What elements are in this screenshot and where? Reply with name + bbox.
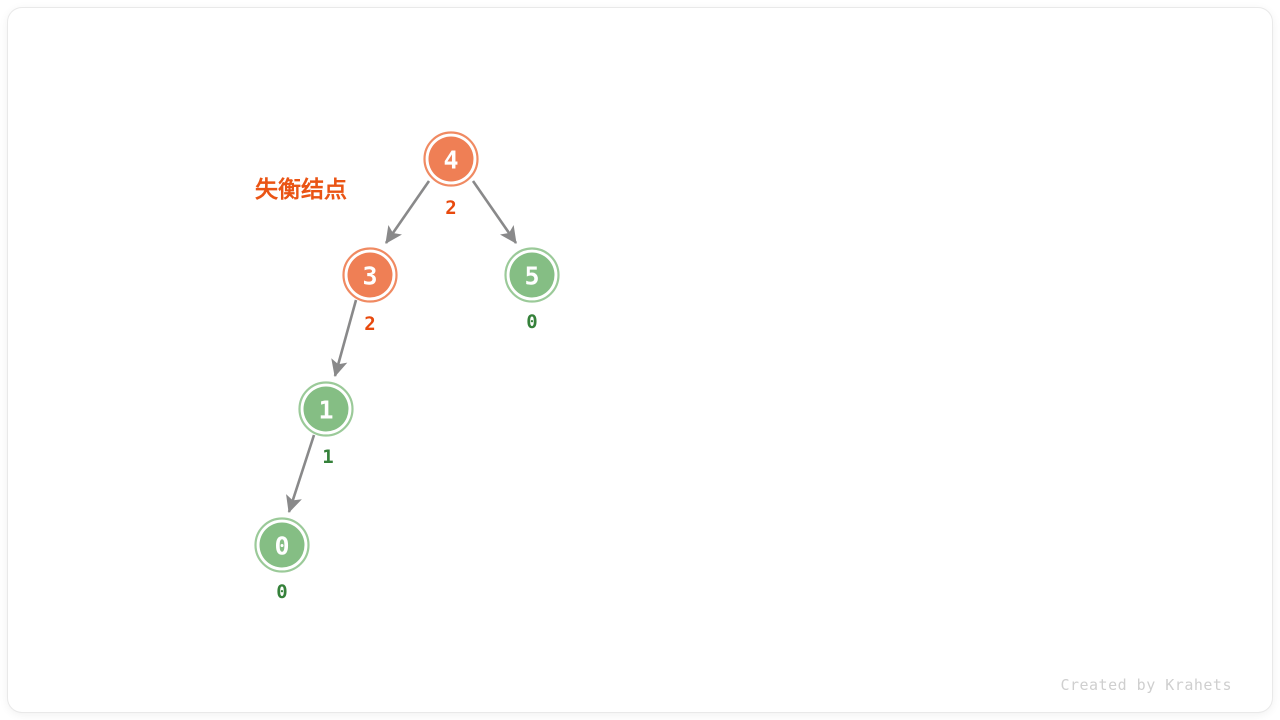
node-5-height-label: 0: [526, 311, 537, 333]
node-5-outer-ring: [504, 247, 560, 303]
node-1-circle: [303, 386, 349, 432]
node-0-height-label: 0: [276, 581, 287, 603]
node-4-height-label: 2: [445, 197, 456, 219]
node-4-outer-ring: [423, 131, 479, 187]
node-3-height-label: 2: [364, 313, 375, 335]
tree-edges: [286, 180, 518, 513]
unbalanced-node-annotation: 失衡结点: [255, 176, 347, 203]
tree-node-4[interactable]: 4 2: [423, 131, 479, 220]
node-4-value: 4: [443, 146, 458, 175]
edge-4-to-5: [471, 180, 518, 244]
node-1-value: 1: [318, 396, 333, 425]
diagram-card: 4 2 3 2 5 0 1 1 0 0: [8, 8, 1272, 712]
tree-node-0[interactable]: 0 0: [254, 517, 310, 604]
node-0-circle: [259, 522, 305, 568]
node-3-value: 3: [362, 262, 377, 291]
node-5-circle: [509, 252, 555, 298]
node-5-value: 5: [524, 262, 539, 291]
credit-label: Created by Krahets: [1060, 676, 1232, 694]
node-1-height-label: 1: [322, 446, 333, 468]
node-3-outer-ring: [342, 247, 398, 303]
edge-3-to-1: [331, 299, 358, 378]
node-4-circle: [428, 136, 474, 182]
edge-1-to-0: [286, 434, 316, 513]
node-3-circle: [347, 252, 393, 298]
edge-4-to-3: [384, 180, 431, 244]
avl-tree-diagram: 4 2 3 2 5 0 1 1 0 0: [254, 131, 1232, 694]
node-0-value: 0: [274, 532, 289, 561]
node-1-outer-ring: [298, 381, 354, 437]
tree-node-1[interactable]: 1 1: [298, 381, 354, 469]
tree-node-3[interactable]: 3 2: [342, 247, 398, 336]
node-0-outer-ring: [254, 517, 310, 573]
tree-node-5[interactable]: 5 0: [504, 247, 560, 334]
